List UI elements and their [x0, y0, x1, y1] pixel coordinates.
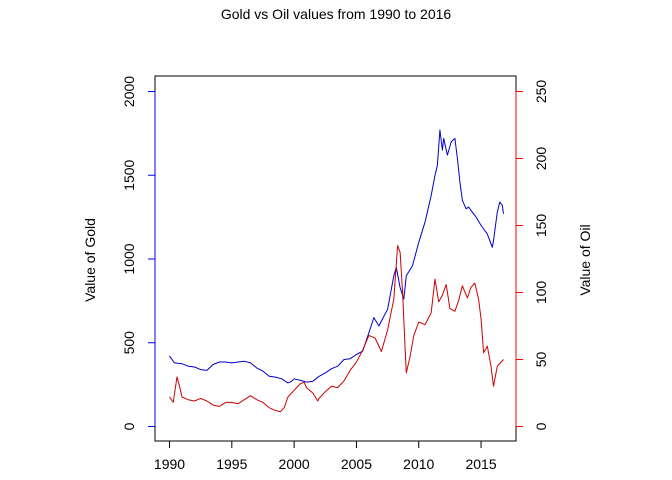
x-tick-label: 2010: [403, 456, 434, 472]
y-left-tick-label: 0: [121, 422, 137, 430]
y-left-tick-label: 2000: [121, 76, 137, 107]
x-tick-label: 2015: [465, 456, 496, 472]
y-right-axis-label: Value of Oil: [577, 224, 593, 295]
gold-series-line: [169, 129, 504, 384]
chart-title: Gold vs Oil values from 1990 to 2016: [221, 6, 452, 22]
axes: 1990 1995 2000 2005 2010 20150500100015002000…: [121, 75, 549, 472]
y-right-tick-label: 150: [533, 214, 549, 238]
plot-area: [169, 129, 504, 413]
y-left-axis-label: Value of Gold: [82, 218, 98, 302]
plot-frame: [154, 75, 517, 442]
y-right-tick-label: 50: [533, 352, 549, 368]
y-right-tick-label: 250: [533, 80, 549, 104]
y-right-tick-label: 0: [533, 422, 549, 430]
x-tick-label: 2000: [279, 456, 310, 472]
y-left-tick-label: 500: [121, 331, 137, 355]
y-left-tick-label: 1000: [121, 243, 137, 274]
y-left-tick-label: 1500: [121, 159, 137, 190]
y-right-tick-label: 100: [533, 281, 549, 305]
y-right-tick-label: 200: [533, 147, 549, 171]
x-tick-label: 1995: [216, 456, 247, 472]
x-tick-label: 2005: [341, 456, 372, 472]
oil-series-line: [169, 245, 504, 413]
x-tick-label: 1990: [154, 456, 185, 472]
